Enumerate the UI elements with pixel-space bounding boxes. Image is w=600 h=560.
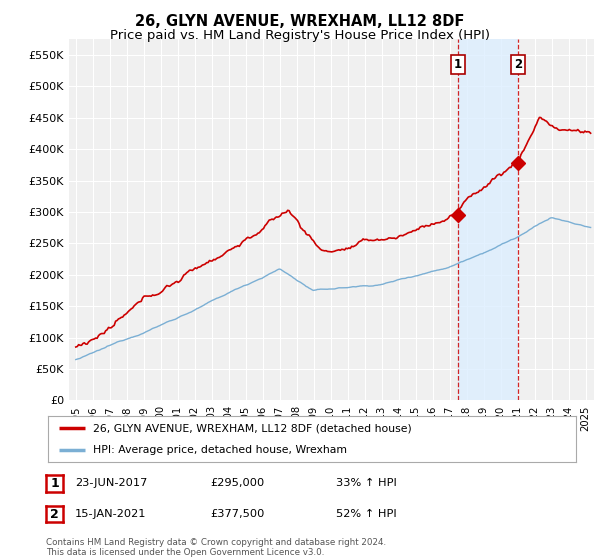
Text: 1: 1 [50,477,59,490]
Bar [458,39,518,400]
Text: 1: 1 [454,58,462,71]
Text: HPI: Average price, detached house, Wrexham: HPI: Average price, detached house, Wrex… [93,445,347,455]
Text: 33% ↑ HPI: 33% ↑ HPI [336,478,397,488]
Text: Price paid vs. HM Land Registry's House Price Index (HPI): Price paid vs. HM Land Registry's House … [110,29,490,42]
Text: £377,500: £377,500 [210,508,265,519]
Text: 26, GLYN AVENUE, WREXHAM, LL12 8DF (detached house): 26, GLYN AVENUE, WREXHAM, LL12 8DF (deta… [93,423,412,433]
Text: Contains HM Land Registry data © Crown copyright and database right 2024.
This d: Contains HM Land Registry data © Crown c… [46,538,386,557]
Text: £295,000: £295,000 [210,478,264,488]
Text: 2: 2 [514,58,522,71]
Text: 2: 2 [50,507,59,521]
Text: 26, GLYN AVENUE, WREXHAM, LL12 8DF: 26, GLYN AVENUE, WREXHAM, LL12 8DF [136,14,464,29]
Text: 52% ↑ HPI: 52% ↑ HPI [336,508,397,519]
Text: 23-JUN-2017: 23-JUN-2017 [75,478,148,488]
Text: 15-JAN-2021: 15-JAN-2021 [75,508,146,519]
